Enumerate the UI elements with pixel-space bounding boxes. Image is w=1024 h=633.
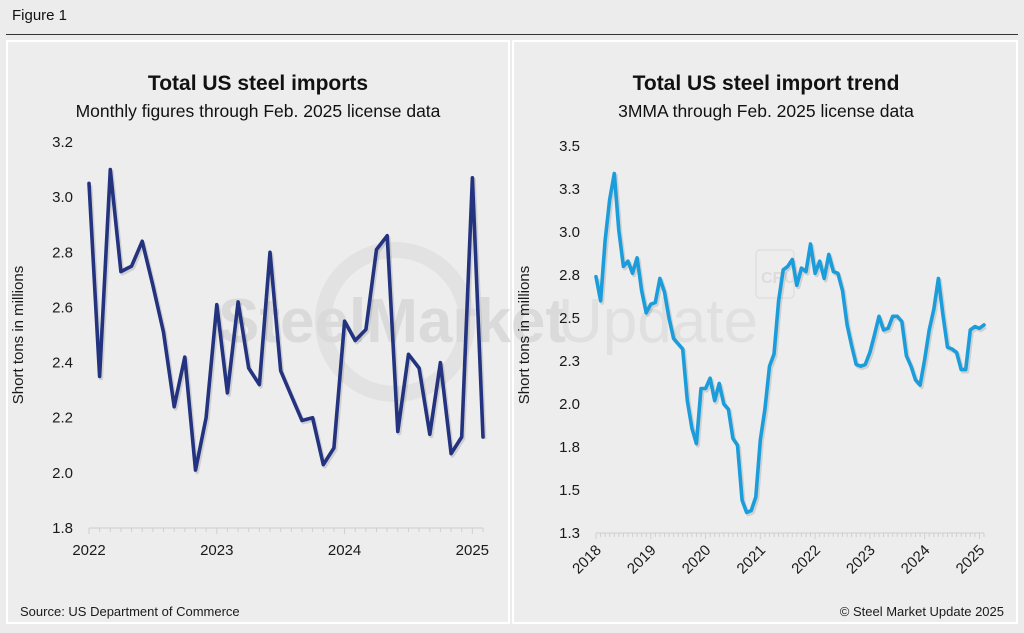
right-y-tick-label: 3.5 — [559, 138, 580, 155]
left-x-tick-labels: 2022 2023 2024 2025 — [72, 542, 489, 559]
left-y-tick-label: 2.0 — [52, 465, 73, 482]
right-x-tick-label: 2020 — [679, 542, 715, 578]
right-y-tick-label: 2.0 — [559, 396, 580, 413]
left-x-tick-label: 2023 — [200, 542, 233, 559]
left-y-tick-label: 2.2 — [52, 410, 73, 427]
right-y-tick-label: 1.8 — [559, 439, 580, 456]
left-y-tick-label: 2.8 — [52, 244, 73, 261]
right-y-tick-label: 3.0 — [559, 224, 580, 241]
left-y-tick-label: 1.8 — [52, 520, 73, 537]
left-x-tick-label: 2024 — [328, 542, 361, 559]
watermark-light-text: Update — [558, 287, 758, 356]
right-y-tick-label: 2.8 — [559, 267, 580, 284]
right-chart-title: Total US steel import trend — [633, 72, 900, 95]
source-note: Source: US Department of Commerce — [20, 604, 240, 619]
right-x-tick-label: 2024 — [898, 542, 934, 578]
right-y-tick-label: 3.3 — [559, 181, 580, 198]
right-x-tick-label: 2023 — [843, 542, 879, 578]
right-y-tick-label: 1.5 — [559, 482, 580, 499]
right-y-tick-label: 2.5 — [559, 310, 580, 327]
right-y-tick-label: 2.3 — [559, 353, 580, 370]
copyright-note: © Steel Market Update 2025 — [840, 604, 1004, 619]
right-x-tick-labels: 2018 2019 2020 2021 2022 2023 2024 2025 — [569, 542, 988, 578]
right-y-axis-label: Short tons in millions — [516, 266, 533, 404]
right-series — [594, 171, 987, 517]
right-chart-subtitle: 3MMA through Feb. 2025 license data — [618, 101, 914, 121]
left-x-tick-label: 2025 — [456, 542, 489, 559]
watermark: SteelMarket Update CRU — [218, 242, 796, 402]
left-series — [87, 167, 487, 475]
right-x-tick-label: 2025 — [953, 542, 989, 578]
left-series-line — [87, 167, 485, 472]
left-y-tick-label: 2.6 — [52, 299, 73, 316]
right-x-tick-label: 2019 — [624, 542, 660, 578]
right-chart-panel — [512, 40, 1018, 624]
right-x-axis — [595, 532, 985, 539]
left-y-tick-label: 2.4 — [52, 355, 73, 372]
left-chart-title: Total US steel imports — [148, 72, 368, 95]
right-x-tick-label: 2022 — [788, 542, 824, 578]
right-x-tick-label: 2021 — [734, 542, 770, 578]
watermark-badge-text: CRU — [761, 270, 796, 287]
left-chart: Total US steel imports Monthly figures t… — [10, 72, 489, 619]
figure-divider — [6, 34, 1018, 35]
right-y-tick-label: 1.3 — [559, 525, 580, 542]
figure-label: Figure 1 — [12, 7, 68, 24]
left-y-tick-label: 3.0 — [52, 189, 73, 206]
left-y-axis-label: Short tons in millions — [10, 266, 27, 404]
left-chart-panel — [6, 40, 510, 624]
left-x-axis — [88, 527, 484, 534]
right-series-line — [594, 171, 986, 515]
right-y-ticks: 3.5 3.3 3.0 2.8 2.5 2.3 2.0 1.8 1.5 1.3 — [559, 138, 580, 542]
left-y-ticks: 3.2 3.0 2.8 2.6 2.4 2.2 2.0 1.8 — [52, 134, 73, 537]
left-x-tick-label: 2022 — [72, 542, 105, 559]
left-chart-subtitle: Monthly figures through Feb. 2025 licens… — [76, 101, 441, 121]
left-y-tick-label: 3.2 — [52, 134, 73, 151]
right-x-tick-label: 2018 — [569, 542, 605, 578]
